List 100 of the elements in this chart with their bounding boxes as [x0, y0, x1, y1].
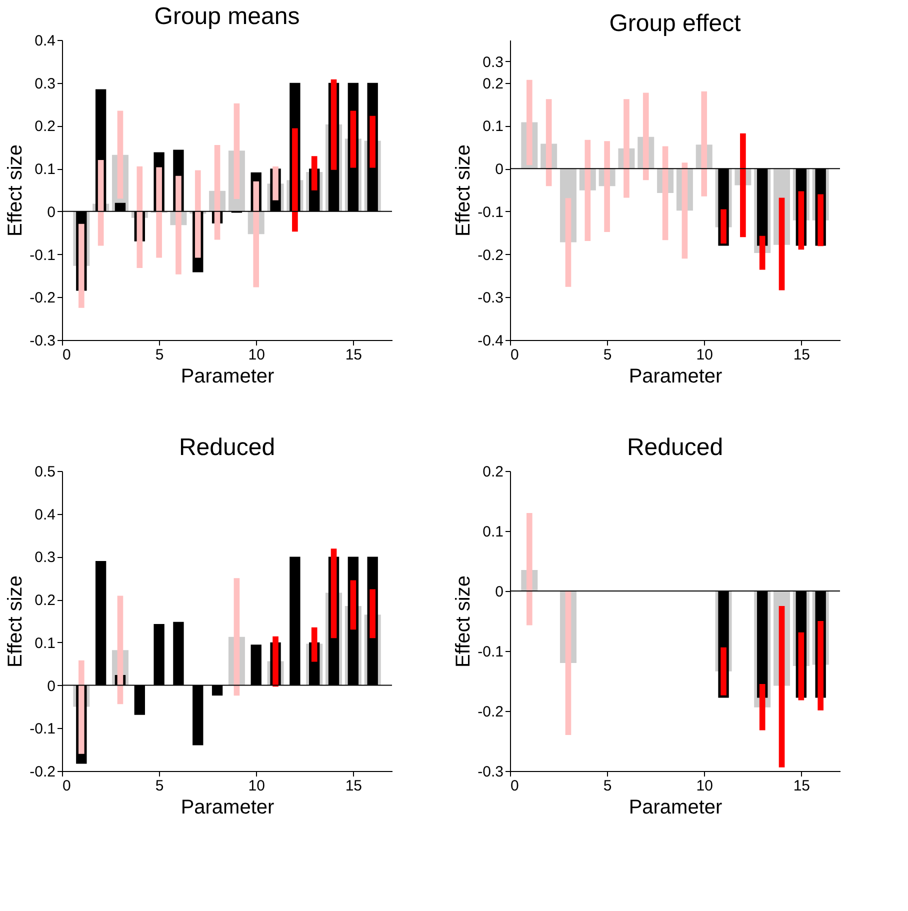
y-tick-label: 0.3	[482, 54, 504, 71]
bar	[604, 141, 610, 232]
bar	[798, 191, 804, 250]
bar	[526, 513, 532, 626]
bar	[311, 627, 318, 662]
x-axis-title: Parameter	[180, 796, 275, 818]
y-tick-label: -0.1	[478, 644, 504, 660]
bar	[701, 91, 708, 196]
y-axis-title: Effect size	[4, 576, 27, 668]
bar	[350, 110, 356, 168]
y-tick-label: 0	[495, 584, 504, 600]
bar	[370, 589, 376, 638]
y-tick-label: -0.3	[478, 290, 504, 307]
chart-title: Group means	[154, 3, 300, 30]
bar	[624, 99, 630, 198]
bar	[330, 79, 337, 170]
y-tick-label: -0.3	[478, 764, 504, 780]
x-tick-label: 10	[696, 346, 713, 364]
chart-title: Group effect	[609, 10, 742, 37]
bar	[584, 140, 591, 241]
bar	[778, 606, 785, 768]
chart-title: Reduced	[178, 434, 276, 461]
x-tick-label: 5	[155, 346, 164, 364]
bar	[720, 647, 726, 696]
y-tick-label: -0.2	[30, 764, 56, 780]
bar	[565, 198, 572, 287]
y-tick-label: 0.2	[482, 75, 504, 92]
x-tick-label: 15	[345, 346, 362, 364]
bar	[778, 198, 785, 290]
x-tick-label: 5	[603, 778, 612, 794]
x-tick-label: 10	[696, 778, 713, 794]
x-tick-label: 5	[603, 346, 612, 364]
x-tick-label: 0	[62, 778, 71, 794]
y-tick-label: -0.1	[478, 204, 504, 221]
bar	[98, 160, 104, 246]
y-tick-label: -0.4	[478, 332, 504, 350]
bar	[330, 548, 337, 638]
y-tick-label: 0.4	[34, 32, 56, 50]
bar	[759, 236, 766, 270]
y-tick-label: 0.1	[34, 161, 56, 178]
x-tick-label: 15	[793, 346, 810, 364]
bar	[740, 133, 746, 238]
x-axis-title: Parameter	[628, 366, 723, 388]
x-tick-label: 0	[510, 778, 519, 794]
bar	[253, 181, 260, 288]
bar	[565, 591, 572, 735]
bar	[526, 80, 532, 166]
x-tick-label: 15	[793, 778, 810, 794]
bar	[272, 166, 278, 200]
bar	[176, 176, 182, 274]
y-tick-label: 0.2	[482, 464, 504, 480]
bar	[292, 128, 298, 232]
bar	[272, 636, 278, 687]
y-tick-label: -0.1	[30, 720, 56, 738]
bar	[78, 224, 84, 308]
y-tick-label: -0.2	[478, 704, 504, 720]
y-tick-label: 0.1	[482, 524, 504, 540]
x-tick-label: 15	[345, 778, 362, 794]
y-tick-label: 0.3	[34, 75, 56, 92]
x-tick-label: 10	[248, 778, 265, 794]
y-tick-label: 0	[47, 204, 56, 221]
bar	[311, 156, 318, 190]
bar	[818, 621, 824, 710]
bar	[370, 116, 376, 168]
bar	[117, 110, 124, 199]
y-tick-label: -0.3	[30, 332, 56, 350]
bar	[720, 209, 726, 244]
y-tick-label: 0.4	[34, 506, 56, 524]
y-tick-label: 0.2	[34, 592, 56, 610]
y-axis-title: Effect size	[452, 144, 475, 236]
y-tick-label: -0.1	[30, 246, 56, 264]
y-axis-title: Effect size	[452, 576, 475, 668]
y-axis-title: Effect size	[4, 144, 27, 236]
bar	[642, 92, 649, 180]
x-tick-label: 0	[62, 346, 71, 364]
bar	[546, 99, 552, 186]
bar	[818, 194, 824, 246]
bar	[350, 580, 356, 630]
bar	[117, 596, 124, 704]
y-tick-label: 0.2	[34, 118, 56, 136]
x-tick-label: 5	[155, 778, 164, 794]
y-tick-label: 0.1	[482, 118, 504, 136]
x-tick-label: 0	[510, 346, 519, 364]
y-tick-label: 0	[495, 161, 504, 178]
y-tick-label: 0.5	[34, 464, 56, 480]
y-tick-label: 0.1	[34, 634, 56, 652]
bar	[798, 632, 804, 700]
bar	[682, 162, 688, 259]
bar	[136, 166, 143, 268]
x-tick-label: 10	[248, 346, 265, 364]
x-axis-title: Parameter	[180, 366, 275, 388]
y-tick-label: -0.2	[478, 246, 504, 264]
chart-title: Reduced	[626, 434, 724, 461]
bar	[234, 103, 240, 199]
y-tick-label: 0.3	[34, 549, 56, 566]
bar	[156, 167, 162, 258]
bar	[234, 578, 240, 696]
y-tick-label: 0	[47, 678, 56, 695]
y-tick-label: -0.2	[30, 290, 56, 307]
x-axis-title: Parameter	[628, 796, 723, 818]
